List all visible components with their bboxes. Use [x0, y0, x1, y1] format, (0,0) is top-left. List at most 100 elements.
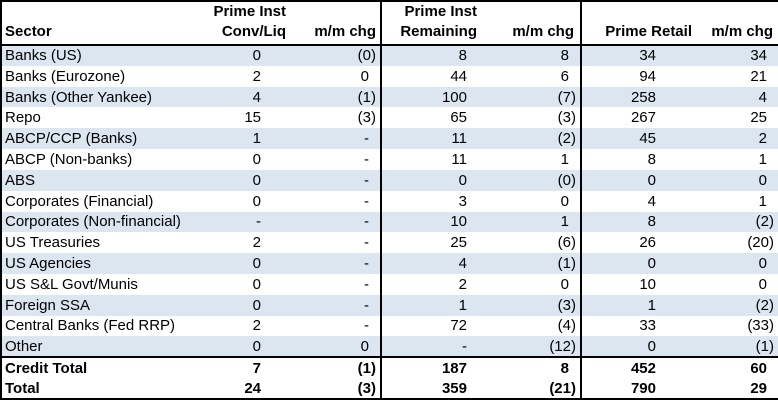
value-cell: 7: [206, 356, 291, 378]
value-cell: 8: [580, 149, 696, 170]
value-cell: (3): [357, 379, 376, 397]
value-cell: (3): [557, 296, 576, 314]
value-cell: 258: [580, 86, 696, 108]
value-cell: (4): [557, 317, 576, 335]
value-cell: 100: [380, 86, 481, 108]
value-cell: (2): [755, 213, 774, 231]
total-row: Total 24 (3) 359 (21) 790 29: [1, 378, 778, 399]
value-cell: 34: [580, 45, 696, 66]
value-cell: 4: [758, 88, 767, 106]
value-cell: 0: [252, 150, 261, 168]
value-cell: -: [364, 150, 369, 168]
value-cell: (7): [557, 88, 576, 106]
table-row: Banks (US) 0 (0) 8 8 34 34: [1, 45, 778, 66]
value-cell: (12): [549, 337, 576, 355]
value-cell: 2: [252, 317, 261, 335]
value-cell: 8: [380, 45, 481, 66]
value-cell: 21: [750, 67, 767, 85]
value-cell: 29: [750, 379, 767, 397]
table-row: Foreign SSA 0-1 (3) 1 (2): [1, 294, 778, 316]
value-cell: 0: [758, 255, 767, 273]
table-row: Central Banks (Fed RRP) 2 -72 (4) 33 (33): [1, 315, 778, 337]
value-cell: 0: [252, 255, 261, 273]
value-cell: 4: [252, 88, 261, 106]
value-cell: (1): [357, 88, 376, 106]
value-cell: (3): [557, 109, 576, 127]
sector-cell: ABCP (Non-banks): [5, 150, 133, 168]
value-cell: 8: [560, 47, 569, 65]
value-cell: -: [364, 213, 369, 231]
value-cell: (0): [557, 171, 576, 189]
value-cell: -: [364, 255, 369, 273]
table-row: ABCP/CCP (Banks) 1 -11 (2) 45 2: [1, 128, 778, 150]
header-sector-label: Sector: [5, 23, 52, 40]
table-row: US S&L Govt/Munis 0 -2 0 10 0: [1, 273, 778, 295]
value-cell: 0: [758, 171, 767, 189]
value-cell: 0: [580, 253, 696, 274]
header-group3-line2: Prime Retail: [605, 23, 692, 40]
value-cell: (33): [747, 317, 774, 335]
value-cell: 790: [580, 378, 696, 399]
value-cell: 1: [758, 192, 767, 210]
value-cell: -: [364, 317, 369, 335]
value-cell: 26: [580, 232, 696, 254]
value-cell: 0: [380, 169, 481, 191]
value-cell: -: [364, 234, 369, 252]
header-mm-chg-1-label: m/m chg: [314, 23, 376, 40]
value-cell: 0: [560, 275, 569, 293]
value-cell: 60: [696, 356, 778, 378]
value-cell: 2: [252, 67, 261, 85]
value-cell: 1: [252, 130, 261, 148]
table-header: Sector Prime Inst Conv/Liq m/m chg Prime…: [1, 1, 778, 46]
value-cell: 24: [244, 379, 261, 397]
value-cell: 267: [580, 107, 696, 129]
sector-cell: Corporates (Financial): [5, 192, 154, 210]
value-cell: 44: [380, 65, 481, 87]
value-cell: 0: [580, 169, 696, 191]
value-cell: 65: [380, 107, 481, 129]
sector-cell: Repo: [5, 109, 41, 127]
value-cell: 1: [560, 213, 569, 231]
value-cell: 0: [758, 275, 767, 293]
value-cell: 72: [380, 315, 481, 337]
value-cell: -: [364, 296, 369, 314]
value-cell: (2): [557, 130, 576, 148]
header-group2-line2: Remaining: [400, 23, 477, 40]
value-cell: 11: [380, 128, 481, 150]
value-cell: (1): [755, 337, 774, 355]
sector-cell: Banks (Eurozone): [5, 67, 126, 85]
value-cell: 3: [380, 190, 481, 212]
value-cell: (0): [357, 47, 376, 65]
value-cell: 10: [580, 273, 696, 295]
table-row: Corporates (Financial) 0-3 0 4 1: [1, 190, 778, 212]
value-cell: 94: [580, 65, 696, 87]
sector-cell: US Treasuries: [5, 234, 101, 252]
sector-cell: US Agencies: [5, 255, 91, 273]
value-cell: 6: [560, 67, 569, 85]
header-mm-chg-1: m/m chg: [291, 1, 381, 46]
sector-cell: Corporates (Non-financial): [5, 213, 181, 231]
header-prime-inst-conv-liq: Prime Inst Conv/Liq: [206, 1, 291, 46]
value-cell: 0: [360, 337, 369, 355]
value-cell: -: [364, 130, 369, 148]
value-cell: 15: [244, 109, 261, 127]
sector-cell: Foreign SSA: [5, 296, 91, 314]
value-cell: 0: [252, 47, 261, 65]
table-row: US Agencies 0-4 (1) 0 0: [1, 253, 778, 274]
value-cell: 0: [560, 192, 569, 210]
value-cell: 25: [750, 109, 767, 127]
header-prime-inst-remaining: Prime Inst Remaining: [380, 1, 481, 46]
value-cell: (3): [357, 109, 376, 127]
value-cell: 11: [380, 149, 481, 170]
value-cell: 2: [758, 130, 767, 148]
header-group1-line2: Conv/Liq: [221, 23, 286, 40]
value-cell: 0: [252, 192, 261, 210]
sector-cell: Banks (Other Yankee): [5, 88, 153, 106]
value-cell: 25: [380, 232, 481, 254]
table-row: Corporates (Non-financial) - -10 1 8 (2): [1, 211, 778, 233]
value-cell: 359: [380, 378, 481, 399]
value-cell: (1): [291, 356, 381, 378]
value-cell: 0: [252, 337, 261, 355]
sector-cell: Banks (US): [5, 47, 82, 65]
header-group2-line1: Prime Inst: [404, 3, 477, 20]
